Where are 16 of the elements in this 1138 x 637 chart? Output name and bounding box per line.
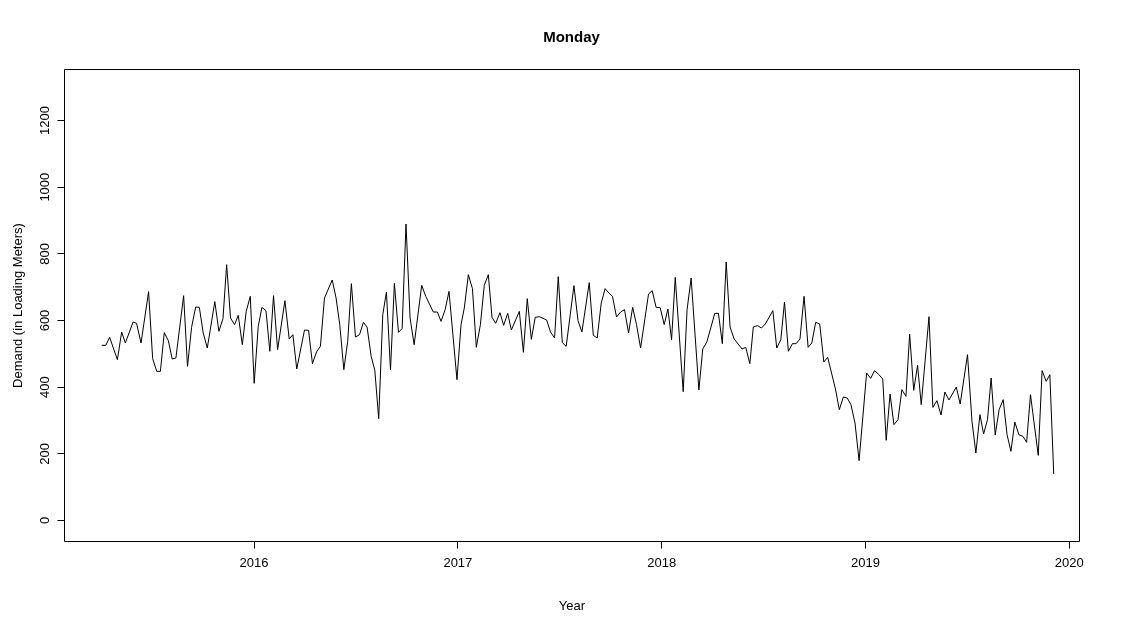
y-tick-label: 800 xyxy=(36,242,52,265)
y-tick-label: 1000 xyxy=(36,172,52,202)
y-tick-label: 400 xyxy=(36,376,52,399)
y-tick-label: 200 xyxy=(36,442,52,465)
x-axis-title: Year xyxy=(558,597,586,613)
y-axis-title: Demand (in Loading Meters) xyxy=(9,223,25,388)
x-tick-label: 2017 xyxy=(443,554,473,570)
x-tick-label: 2016 xyxy=(239,554,269,570)
x-tick-label: 2020 xyxy=(1054,554,1084,570)
x-tick-label: 2019 xyxy=(851,554,880,570)
y-tick-label: 600 xyxy=(36,309,52,332)
line-series xyxy=(101,223,1055,475)
y-tick-label: 1200 xyxy=(36,106,52,135)
x-tick-label: 2018 xyxy=(647,554,677,570)
y-tick-label: 0 xyxy=(36,516,52,525)
chart-title: Monday xyxy=(543,28,601,45)
